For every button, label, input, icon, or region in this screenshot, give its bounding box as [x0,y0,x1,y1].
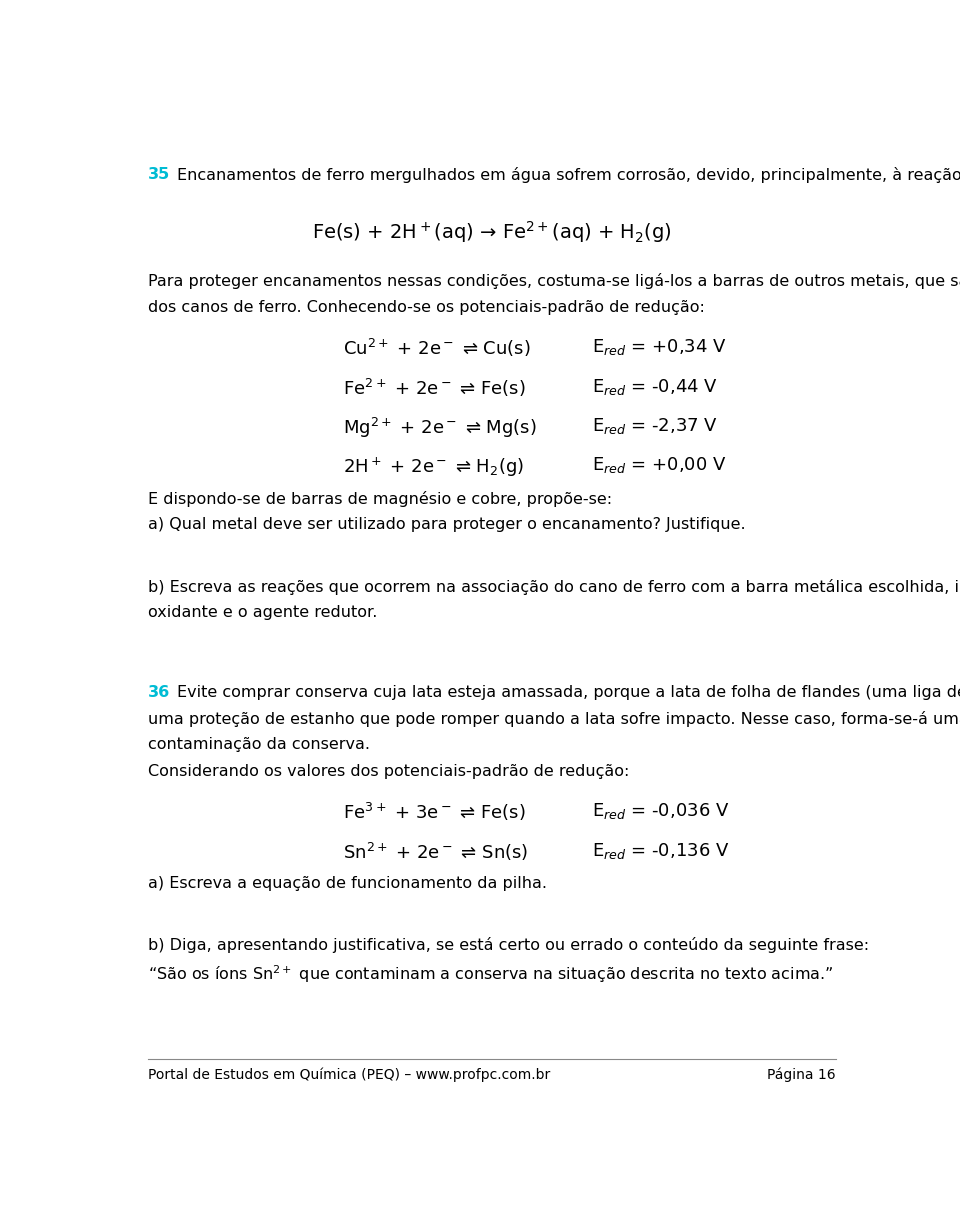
Text: Portal de Estudos em Química (PEQ) – www.profpc.com.br: Portal de Estudos em Química (PEQ) – www… [148,1068,550,1081]
Text: a) Qual metal deve ser utilizado para proteger o encanamento? Justifique.: a) Qual metal deve ser utilizado para pr… [148,517,746,532]
Text: Fe(s) + 2H$^+$(aq) → Fe$^{2+}$(aq) + H$_2$(g): Fe(s) + 2H$^+$(aq) → Fe$^{2+}$(aq) + H$_… [312,218,672,245]
Text: 2H$^+$ + 2e$^-$ ⇌ H$_2$(g): 2H$^+$ + 2e$^-$ ⇌ H$_2$(g) [344,455,524,478]
Text: 36: 36 [148,684,171,700]
Text: E dispondo-se de barras de magnésio e cobre, propõe-se:: E dispondo-se de barras de magnésio e co… [148,492,612,508]
Text: dos canos de ferro. Conhecendo-se os potenciais-padrão de redução:: dos canos de ferro. Conhecendo-se os pot… [148,300,706,315]
Text: Página 16: Página 16 [767,1068,836,1081]
Text: E$_{red}$ = -0,44 V: E$_{red}$ = -0,44 V [592,377,718,397]
Text: a) Escreva a equação de funcionamento da pilha.: a) Escreva a equação de funcionamento da… [148,876,547,892]
Text: Encanamentos de ferro mergulhados em água sofrem corrosão, devido, principalment: Encanamentos de ferro mergulhados em águ… [177,167,960,183]
Text: Fe$^{3+}$ + 3e$^-$ ⇌ Fe(s): Fe$^{3+}$ + 3e$^-$ ⇌ Fe(s) [344,802,526,824]
Text: Sn$^{2+}$ + 2e$^-$ ⇌ Sn(s): Sn$^{2+}$ + 2e$^-$ ⇌ Sn(s) [344,841,529,863]
Text: Cu$^{2+}$ + 2e$^-$ ⇌ Cu(s): Cu$^{2+}$ + 2e$^-$ ⇌ Cu(s) [344,337,531,359]
Text: oxidante e o agente redutor.: oxidante e o agente redutor. [148,605,377,620]
Text: b) Diga, apresentando justificativa, se está certo ou errado o conteúdo da segui: b) Diga, apresentando justificativa, se … [148,937,870,953]
Text: E$_{red}$ = -0,136 V: E$_{red}$ = -0,136 V [592,841,730,860]
Text: b) Escreva as reações que ocorrem na associação do cano de ferro com a barra met: b) Escreva as reações que ocorrem na ass… [148,578,960,594]
Text: contaminação da conserva.: contaminação da conserva. [148,737,371,753]
Text: Fe$^{2+}$ + 2e$^-$ ⇌ Fe(s): Fe$^{2+}$ + 2e$^-$ ⇌ Fe(s) [344,377,526,399]
Text: E$_{red}$ = -2,37 V: E$_{red}$ = -2,37 V [592,416,718,436]
Text: Evite comprar conserva cuja lata esteja amassada, porque a lata de folha de flan: Evite comprar conserva cuja lata esteja … [177,684,960,700]
Text: E$_{red}$ = +0,00 V: E$_{red}$ = +0,00 V [592,455,727,476]
Text: “São os íons Sn$^{2+}$ que contaminam a conserva na situação descrita no texto a: “São os íons Sn$^{2+}$ que contaminam a … [148,964,833,986]
Text: E$_{red}$ = +0,34 V: E$_{red}$ = +0,34 V [592,337,727,357]
Text: Mg$^{2+}$ + 2e$^-$ ⇌ Mg(s): Mg$^{2+}$ + 2e$^-$ ⇌ Mg(s) [344,416,537,440]
Text: 35: 35 [148,167,171,182]
Text: uma proteção de estanho que pode romper quando a lata sofre impacto. Nesse caso,: uma proteção de estanho que pode romper … [148,711,960,727]
Text: Para proteger encanamentos nessas condições, costuma-se ligá-los a barras de out: Para proteger encanamentos nessas condiç… [148,273,960,289]
Text: Considerando os valores dos potenciais-padrão de redução:: Considerando os valores dos potenciais-p… [148,764,630,778]
Text: E$_{red}$ = -0,036 V: E$_{red}$ = -0,036 V [592,802,730,821]
